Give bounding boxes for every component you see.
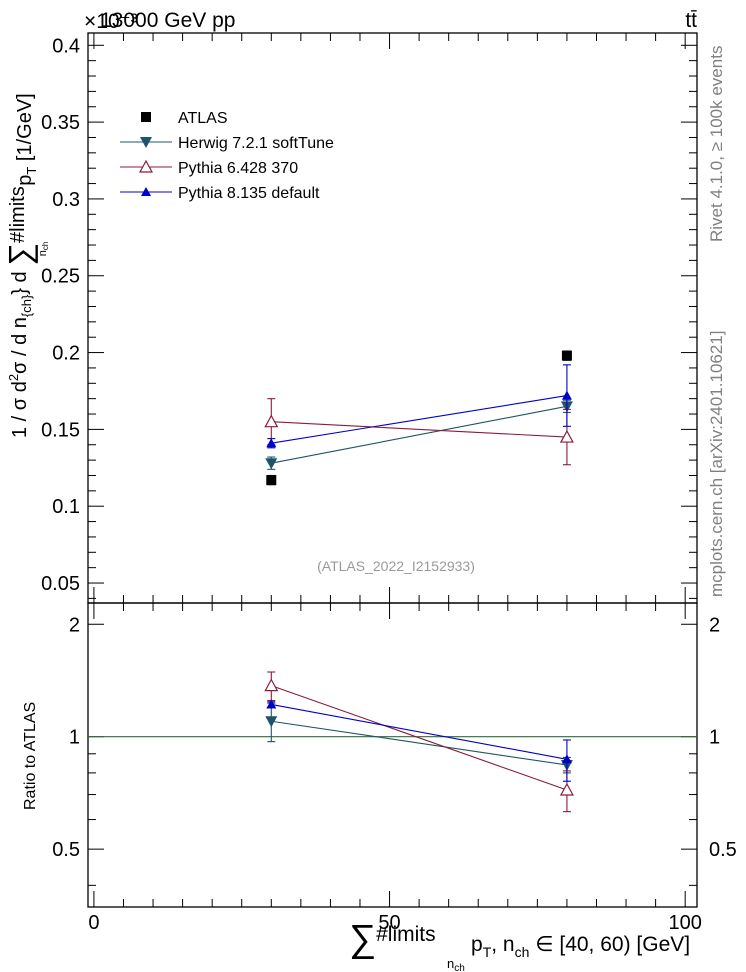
mcplots-label: mcplots.cern.ch [arXiv:2401.10621] xyxy=(707,331,726,597)
herwig-line xyxy=(271,720,568,766)
x-title-range: ∈ [40, 60) [GeV] xyxy=(529,933,690,956)
ratio-y-axis: 0.5 0.5 1 1 2 2 xyxy=(52,614,737,886)
legend-marker-atlas xyxy=(141,112,151,122)
y-title-sum: ∑ xyxy=(2,243,38,266)
y-tick-label: 0.1 xyxy=(52,496,80,518)
pythia8-point xyxy=(561,390,572,400)
pythia8-point xyxy=(561,754,572,764)
y-title-part-c: σ / d n xyxy=(9,317,31,374)
herwig-line xyxy=(271,405,568,464)
x-tick-label: 0 xyxy=(88,912,99,934)
x-tick-label: 50 xyxy=(378,912,400,934)
y-title-sub-ch: {ch} xyxy=(19,294,34,317)
legend-label-pythia8: Pythia 8.135 default xyxy=(178,185,320,202)
y-tick-label: 0.25 xyxy=(41,266,80,288)
x-title-ch2: ch xyxy=(515,944,530,960)
pythia8-point xyxy=(266,699,277,709)
pythia6-point xyxy=(559,782,574,796)
y-title-units: [1/GeV] xyxy=(14,93,36,166)
y-title-n: n xyxy=(37,250,49,256)
legend-marker-pythia6 xyxy=(138,159,154,173)
y-title-t: T xyxy=(24,167,39,175)
y-title-limits: #limits xyxy=(7,186,29,243)
legend-label-atlas: ATLAS xyxy=(178,110,228,127)
y-tick-label: 0.15 xyxy=(41,419,80,441)
legend: ATLAS Herwig 7.2.1 softTune Pythia 6.428 3… xyxy=(120,110,334,202)
ratio-y-axis-title: Ratio to ATLAS xyxy=(22,702,39,810)
y-title-part-e: } d xyxy=(9,266,31,295)
y-title-p: p xyxy=(14,175,36,186)
herwig-point xyxy=(265,716,278,728)
atlas-point xyxy=(561,350,572,361)
ratio-plot-frame xyxy=(87,602,698,908)
y-title-sup: 2 xyxy=(6,374,21,381)
x-axis: 0 50 100 xyxy=(88,33,702,934)
x-title-nch: , n xyxy=(491,933,514,956)
x-title-p: p xyxy=(471,933,483,956)
ratio-y-tick-label: 0.5 xyxy=(52,839,80,861)
pythia6-point xyxy=(264,414,279,428)
x-title-limits: #limits xyxy=(376,923,436,946)
pythia6-line xyxy=(271,421,567,438)
legend-label-herwig: Herwig 7.2.1 softTune xyxy=(178,135,334,152)
ratio-y-tick-label-right: 1 xyxy=(709,727,720,749)
main-y-axis: 0.05 0.1 0.15 0.2 0.25 0.3 0.35 0.4 xyxy=(41,35,697,599)
x-title-ch: ch xyxy=(454,963,465,972)
analysis-watermark: (ATLAS_2022_I2152933) xyxy=(317,558,475,574)
rivet-label: Rivet 4.1.0, ≥ 100k events xyxy=(707,46,726,242)
x-tick-label: 100 xyxy=(668,912,701,934)
y-tick-label: 0.3 xyxy=(52,189,80,211)
y-tick-label: 0.35 xyxy=(41,112,80,134)
pythia8-point xyxy=(266,438,277,448)
ratio-series-layer xyxy=(88,671,697,813)
pythia8-line xyxy=(271,703,568,760)
x-axis-title: ∑#limitsnchpT, nch ∈ [40, 60) [GeV] xyxy=(349,918,690,972)
y-title-part-a: 1 / σ d xyxy=(9,381,31,438)
legend-marker-herwig xyxy=(140,137,152,148)
pythia6-line xyxy=(271,685,568,791)
process-label: tt̄ xyxy=(685,9,697,32)
legend-marker-pythia8 xyxy=(141,187,151,196)
x-title-sum: ∑ xyxy=(349,918,376,960)
ratio-y-tick-label-right: 2 xyxy=(709,614,720,636)
y-tick-label: 0.05 xyxy=(41,573,80,595)
energy-label: 13000 GeV pp xyxy=(100,9,235,32)
x-title-t: T xyxy=(483,944,492,960)
atlas-point xyxy=(266,475,277,486)
x-title-n: n xyxy=(447,956,454,971)
ratio-y-tick-label-right: 0.5 xyxy=(709,839,737,861)
y-tick-label: 0.2 xyxy=(52,343,80,365)
pythia6-point xyxy=(559,429,574,443)
ratio-y-tick-label: 2 xyxy=(69,614,80,636)
pythia6-point xyxy=(264,678,279,692)
y-tick-label: 0.4 xyxy=(52,35,80,57)
pythia8-line xyxy=(271,395,568,444)
y-title-ch: ch xyxy=(41,242,50,250)
herwig-point xyxy=(265,458,278,470)
main-series-layer xyxy=(264,350,574,486)
legend-label-pythia6: Pythia 6.428 370 xyxy=(178,160,298,177)
main-y-axis-title: 1 / σ d2σ / d n{ch}} d ∑#limits nch pT [1/… xyxy=(2,93,50,438)
ratio-y-tick-label: 1 xyxy=(69,727,80,749)
exponent-label: ×10⁻³ xyxy=(84,10,138,33)
